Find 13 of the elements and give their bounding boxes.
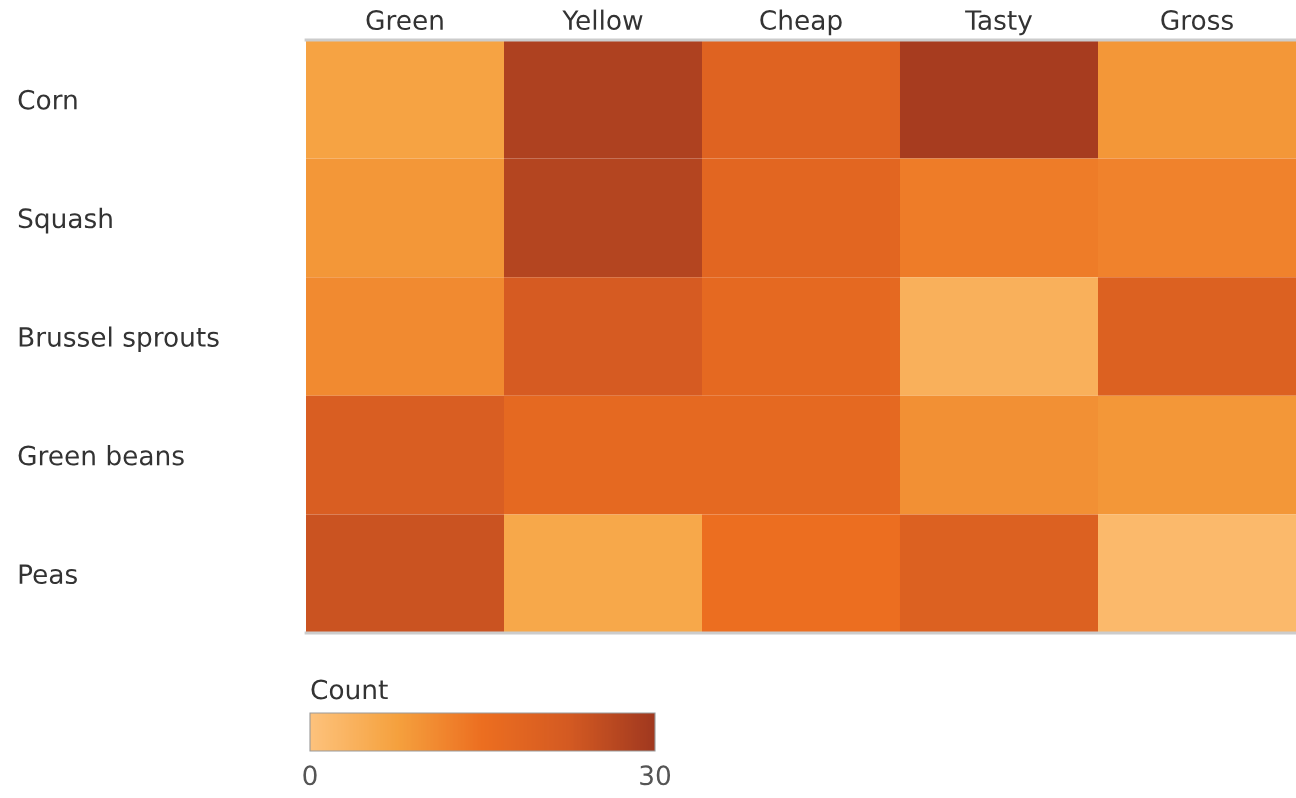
x-tick-label: Tasty (965, 10, 1033, 36)
color-bar-title: Count (311, 679, 388, 700)
x-tick-label: Green (366, 10, 443, 31)
y-tick-label: Peas (19, 564, 77, 585)
y-tick-label: Corn (18, 89, 77, 110)
y-tick-label: Green beans (18, 445, 184, 466)
y-tick-label: Brussel sprouts (19, 326, 219, 353)
color-bar-label: 30 (640, 765, 671, 786)
y-tick-label: Squash (18, 207, 112, 234)
color-bar-label: 0 (303, 765, 317, 786)
x-tick-label: Gross (1161, 10, 1233, 31)
x-tick-label: Cheap (760, 9, 842, 36)
x-tick-label: Yellow (562, 9, 643, 31)
